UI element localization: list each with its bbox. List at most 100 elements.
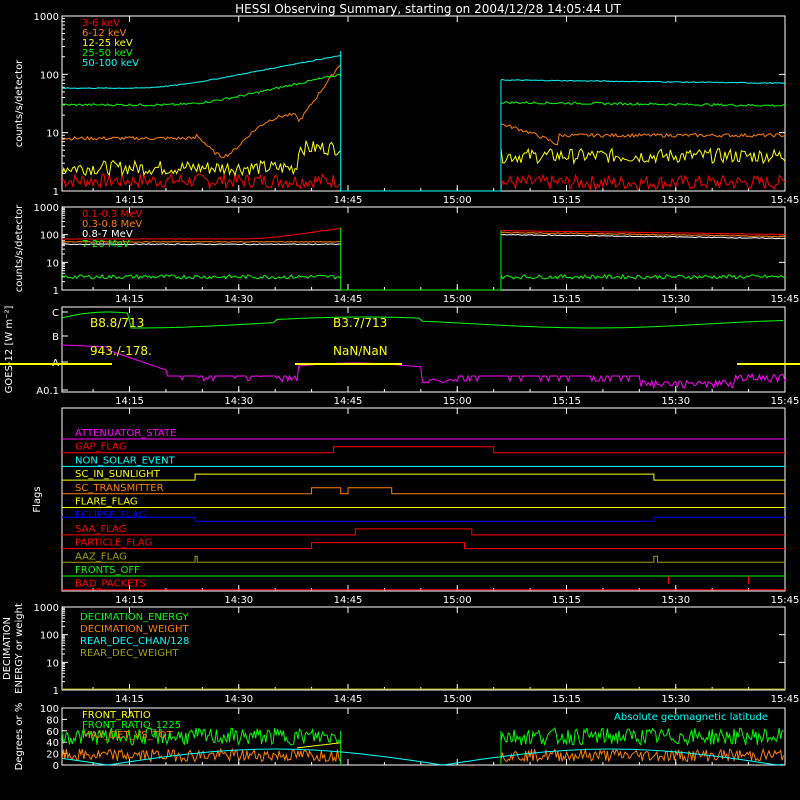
time-tick-label: 15:00 [443, 396, 472, 407]
legend-item: REAR_DEC_CHAN/128 [80, 636, 189, 647]
flag-label: AAZ_FLAG [75, 551, 127, 562]
series-0.1-0.3mev [500, 229, 786, 236]
bot-frame [61, 707, 786, 766]
series-6-12kev [61, 64, 341, 159]
y-tick-label: 10 [46, 258, 59, 269]
series-3-6kev [500, 173, 786, 192]
series-7-20mev [500, 273, 786, 280]
y-tick-label: 1000 [34, 203, 59, 214]
series-50-100kev [61, 55, 341, 90]
legend-item: 3-6 keV [82, 18, 120, 29]
flag-label: PARTICLE_FLAG [75, 538, 152, 549]
legend-item: 12-25 keV [82, 38, 133, 49]
time-tick-label: 15:45 [771, 294, 800, 305]
series-25-50kev [500, 101, 786, 107]
legend-item: 0.3-0.8 MeV [82, 219, 142, 230]
flags-panel: 14:15 14:30 14:45 15:00 15:15 15:30 15:45 Flags… [32, 407, 800, 606]
time-tick-label: 14:45 [334, 294, 363, 305]
flag-trace [62, 528, 785, 536]
geomagnetic-latitude-series [61, 748, 784, 766]
goes-annotation: 943./-178. [90, 344, 152, 358]
dec-frame [61, 606, 786, 691]
time-tick-label: 14:30 [224, 294, 253, 305]
series-0.3-0.8mev [61, 240, 341, 243]
y-tick-label: 100 [40, 70, 59, 81]
y-tick-label: 10 [46, 129, 59, 140]
y-tick-label: 1 [53, 686, 59, 697]
time-tick-label: 15:15 [552, 396, 581, 407]
flag-trace [62, 446, 785, 454]
legend-item: DECIMATION_ENERGY [80, 612, 189, 623]
lc-panel: 14:15 14:30 14:45 15:00 15:15 15:30 15:45 count… [14, 12, 799, 206]
time-tick-label: 14:15 [115, 595, 144, 606]
y-tick-label: 100 [40, 231, 59, 242]
flag-trace [62, 555, 785, 563]
y-tick-label: B [52, 332, 59, 343]
flag-label: SAA_FLAG [75, 524, 126, 535]
time-tick-label: 15:15 [552, 595, 581, 606]
legend-item: REAR_DEC_WEIGHT [80, 648, 179, 659]
time-tick-label: 14:15 [115, 195, 144, 206]
time-tick-label: 14:30 [224, 694, 253, 705]
time-tick-label: 14:30 [224, 396, 253, 407]
y-tick-label: 1 [53, 286, 59, 297]
lc-frame [61, 15, 786, 192]
y-tick-label: 10 [46, 658, 59, 669]
time-tick-label: 14:15 [115, 694, 144, 705]
series-12-25kev [61, 140, 341, 177]
y-tick-label: 80 [46, 715, 59, 726]
goes-annotation: B3.7/713 [333, 316, 387, 330]
legend-item: FRONT_RATIO [82, 710, 151, 721]
series-0.1-0.3mev [61, 227, 341, 240]
time-tick-label: 14:30 [224, 595, 253, 606]
legend-item: 25-50 keV [82, 48, 133, 59]
flag-label: NON_SOLAR_EVENT [75, 455, 176, 466]
y-axis-label: counts/s/detector [14, 59, 25, 147]
legend-item: 6-12 keV [82, 28, 126, 39]
flag-label: GAP_FLAG [75, 442, 127, 453]
flag-label: FLARE_FLAG [75, 497, 138, 508]
flag-label: SC_IN_SUNLIGHT [75, 469, 161, 480]
series-0.8-7mev [61, 243, 341, 246]
y-tick-label: A0.1 [36, 386, 59, 397]
time-tick-label: 15:30 [661, 294, 690, 305]
legend-item: 7-20 MeV [82, 239, 130, 250]
hi-panel: 14:15 14:30 14:45 15:00 15:15 15:30 15:45 count… [14, 203, 799, 305]
time-tick-label: 15:00 [443, 195, 472, 206]
y-axis-label: Flags [32, 486, 43, 512]
time-tick-label: 14:45 [334, 396, 363, 407]
legend-item: 0.8-7 MeV [82, 229, 133, 240]
series-front-ratio [500, 727, 784, 747]
y-tick-label: C [52, 308, 59, 319]
time-tick-label: 14:15 [115, 396, 144, 407]
time-tick-label: 15:30 [661, 396, 690, 407]
flag-label: FRONTS_OFF [75, 565, 140, 576]
flags-frame [61, 407, 786, 592]
series-0.3-0.8mev [500, 231, 785, 238]
time-tick-label: 14:30 [224, 195, 253, 206]
series-50-100kev [501, 79, 786, 85]
series-max-det-vs-tot [61, 747, 341, 763]
series-12-25kev [500, 147, 786, 166]
series-25-50kev [61, 73, 341, 107]
goes-low-series [61, 344, 786, 390]
y-axis-label: Degrees or % [14, 703, 25, 771]
series-3-6kev [61, 172, 341, 190]
time-tick-label: 15:45 [771, 595, 800, 606]
flag-trace [62, 516, 785, 522]
series-6-12kev [500, 123, 786, 146]
time-tick-label: 15:45 [771, 396, 800, 407]
legend-item: DECIMATION_WEIGHT [80, 624, 189, 635]
legend-item: 50-100 keV [82, 58, 139, 69]
time-tick-label: 14:15 [115, 294, 144, 305]
time-tick-label: 14:45 [334, 595, 363, 606]
time-tick-label: 15:15 [552, 294, 581, 305]
time-tick-label: 15:45 [771, 694, 800, 705]
y-tick-label: 100 [40, 631, 59, 642]
series-7-20mev [61, 274, 341, 280]
y-axis-label: DECIMATION [2, 617, 13, 680]
goes-panel: 14:15 14:30 14:45 15:00 15:15 15:30 15:45 GOES-… [0, 306, 800, 407]
legend-item: 0.1-0.3 MeV [82, 209, 142, 220]
time-tick-label: 14:45 [334, 195, 363, 206]
